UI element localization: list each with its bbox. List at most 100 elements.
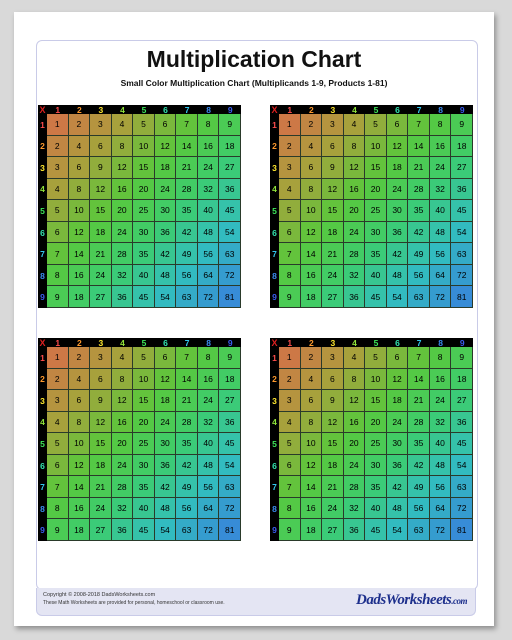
product-cell: 27 (90, 286, 112, 308)
product-cell: 14 (68, 476, 91, 498)
product-cell: 12 (343, 157, 366, 179)
product-cell: 16 (343, 411, 366, 434)
product-cell: 9 (90, 157, 112, 179)
product-cell: 12 (300, 454, 323, 477)
logo-suffix: .com (451, 596, 467, 606)
column-header: 1 (47, 105, 69, 115)
product-cell: 9 (451, 347, 473, 369)
product-cell: 40 (133, 264, 155, 287)
product-cell: 81 (451, 286, 473, 308)
row-header: 7 (270, 476, 279, 498)
product-cell: 42 (408, 221, 430, 244)
product-cell: 8 (111, 135, 134, 158)
product-cell: 16 (68, 264, 91, 287)
product-cell: 21 (176, 157, 198, 179)
product-cell: 30 (386, 200, 409, 222)
product-cell: 54 (451, 221, 473, 244)
corner-symbol: X (270, 337, 279, 348)
product-cell: 54 (386, 286, 409, 308)
product-cell: 8 (300, 178, 323, 201)
row-header: 3 (270, 157, 279, 179)
product-cell: 18 (90, 454, 112, 477)
product-cell: 5 (365, 114, 387, 136)
column-header: 2 (68, 338, 91, 348)
product-cell: 36 (451, 178, 473, 201)
product-cell: 12 (322, 411, 344, 434)
product-cell: 63 (451, 243, 473, 265)
product-cell: 36 (219, 411, 241, 434)
product-cell: 8 (68, 411, 91, 434)
product-cell: 48 (429, 221, 452, 244)
product-cell: 42 (154, 476, 177, 498)
product-cell: 4 (111, 114, 134, 136)
product-cell: 42 (154, 243, 177, 265)
product-cell: 16 (300, 264, 323, 287)
product-cell: 12 (154, 368, 177, 391)
product-cell: 45 (365, 519, 387, 541)
product-cell: 32 (111, 497, 134, 520)
product-cell: 28 (343, 476, 366, 498)
product-cell: 10 (365, 368, 387, 391)
product-cell: 18 (451, 135, 473, 158)
column-header: 4 (111, 105, 134, 115)
product-cell: 72 (429, 519, 452, 541)
product-cell: 7 (408, 114, 430, 136)
product-cell: 20 (343, 433, 366, 455)
product-cell: 72 (197, 519, 220, 541)
product-cell: 12 (300, 221, 323, 244)
product-cell: 36 (219, 178, 241, 201)
product-cell: 30 (133, 454, 155, 477)
product-cell: 30 (154, 433, 177, 455)
product-cell: 40 (429, 200, 452, 222)
product-cell: 81 (219, 519, 241, 541)
product-cell: 16 (111, 411, 134, 434)
product-cell: 14 (176, 368, 198, 391)
column-header: 1 (279, 105, 301, 115)
product-cell: 14 (176, 135, 198, 158)
product-cell: 42 (386, 476, 409, 498)
product-cell: 2 (47, 135, 69, 158)
row-header: 2 (270, 368, 279, 391)
product-cell: 81 (451, 519, 473, 541)
product-cell: 35 (176, 200, 198, 222)
product-cell: 4 (343, 347, 366, 369)
product-cell: 32 (343, 264, 366, 287)
product-cell: 72 (451, 497, 473, 520)
product-cell: 15 (90, 200, 112, 222)
multiplication-grid-bottom-right: X 1 2 3 4 5 6 7 8 9 1 1 2 3 4 5 6 7 8 9 2 2 4 6 8 10 12 14 16 18 3 3 6 9 1… (270, 338, 473, 541)
product-cell: 24 (322, 497, 344, 520)
product-cell: 8 (68, 178, 91, 201)
column-header: 6 (386, 105, 409, 115)
product-cell: 16 (111, 178, 134, 201)
product-cell: 32 (111, 264, 134, 287)
product-cell: 21 (322, 476, 344, 498)
product-cell: 9 (451, 114, 473, 136)
product-cell: 28 (343, 243, 366, 265)
product-cell: 8 (197, 347, 220, 369)
row-header: 6 (38, 221, 47, 244)
product-cell: 28 (176, 411, 198, 434)
product-cell: 24 (197, 157, 220, 179)
product-cell: 1 (47, 114, 69, 136)
product-cell: 24 (343, 454, 366, 477)
product-cell: 9 (279, 519, 301, 541)
product-cell: 35 (365, 476, 387, 498)
product-cell: 7 (279, 476, 301, 498)
row-header: 4 (270, 178, 279, 201)
product-cell: 16 (429, 368, 452, 391)
column-header: 2 (300, 105, 323, 115)
column-header: 5 (133, 105, 155, 115)
product-cell: 27 (451, 157, 473, 179)
product-cell: 25 (133, 200, 155, 222)
product-cell: 6 (90, 368, 112, 391)
row-header: 5 (38, 200, 47, 222)
product-cell: 21 (322, 243, 344, 265)
row-header: 4 (270, 411, 279, 434)
product-cell: 28 (111, 476, 134, 498)
product-cell: 1 (47, 347, 69, 369)
product-cell: 10 (133, 368, 155, 391)
product-cell: 3 (47, 390, 69, 412)
product-cell: 15 (133, 157, 155, 179)
product-cell: 48 (386, 497, 409, 520)
product-cell: 56 (176, 264, 198, 287)
